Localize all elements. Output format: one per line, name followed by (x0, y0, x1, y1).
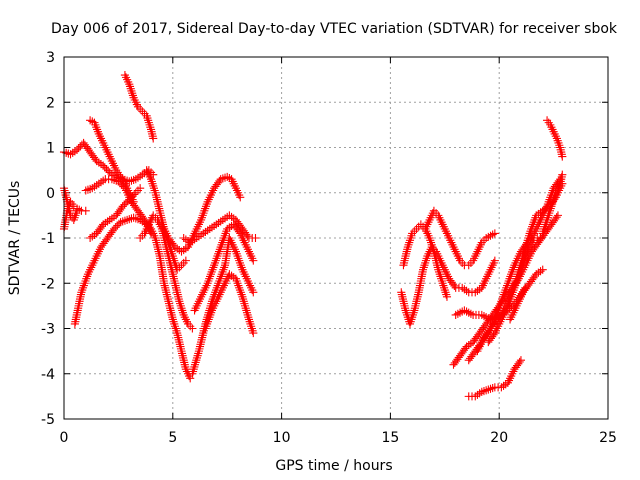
data-point (490, 229, 499, 238)
data-point (251, 233, 260, 243)
series-track-l (179, 211, 260, 247)
series-track-x (464, 356, 526, 401)
x-tick-label: 20 (490, 430, 508, 446)
data-point (118, 202, 127, 211)
series-track-f (86, 116, 138, 206)
data-point-interp (113, 221, 122, 230)
x-tick-label: 15 (381, 430, 399, 446)
series-track-r (421, 206, 499, 270)
data-point (249, 288, 258, 297)
y-axis-title: SDTVAR / TECUs (7, 181, 23, 296)
y-tick-label: 1 (46, 141, 55, 157)
data-point (490, 256, 499, 265)
data-point (516, 356, 526, 365)
data-point-interp (104, 166, 113, 175)
data-point (81, 206, 90, 215)
data-point (249, 328, 258, 338)
series-track-w (484, 233, 545, 347)
data-point (114, 177, 123, 186)
series-track-z (538, 170, 567, 238)
series-track-g (81, 175, 195, 383)
series-track-aa (543, 116, 567, 161)
data-point (553, 211, 563, 220)
data-point (181, 256, 190, 265)
data-point-interp (102, 164, 111, 174)
series-track-q (399, 220, 452, 301)
y-tick-label: -3 (41, 322, 55, 338)
y-tick-label: 0 (46, 186, 55, 202)
y-tick-label: -2 (41, 276, 55, 292)
y-tick-label: -5 (41, 412, 55, 428)
data-point (558, 152, 567, 161)
series-track-d (70, 213, 156, 329)
series-track-n (190, 220, 258, 315)
y-tick-label: 3 (46, 50, 55, 66)
data-point-interp (121, 198, 131, 207)
plot-frame (63, 56, 609, 420)
chart-title: Day 006 of 2017, Sidereal Day-to-day VTE… (51, 21, 618, 37)
series-track-p (397, 243, 499, 329)
data-point-interp (117, 180, 126, 189)
x-tick-label: 0 (60, 430, 69, 446)
data-point-interp (74, 144, 83, 153)
data-point-interp (115, 179, 125, 188)
x-tick-label: 10 (273, 430, 291, 446)
data-point (188, 324, 197, 333)
data-point (442, 292, 452, 301)
data-point (73, 206, 82, 215)
series-track-h (120, 71, 158, 143)
data-point (536, 233, 545, 243)
x-axis-title: GPS time / hours (275, 458, 392, 474)
data-points (59, 71, 567, 401)
x-tick-label: 5 (168, 430, 177, 446)
data-point (538, 265, 547, 274)
data-point (149, 134, 158, 143)
data-point-interp (111, 223, 120, 232)
data-point (99, 161, 108, 170)
data-point-interp (100, 163, 109, 172)
data-point-interp (120, 200, 129, 209)
x-tick-label: 25 (599, 430, 617, 446)
data-point (73, 145, 82, 154)
series-track-c (59, 184, 82, 224)
data-point (136, 184, 145, 193)
data-point (558, 170, 567, 179)
y-tick-label: 2 (46, 95, 55, 111)
data-point (249, 256, 258, 265)
data-point (186, 374, 195, 383)
y-tick-label: -4 (41, 367, 55, 383)
series-track-y (506, 265, 547, 324)
data-point (109, 224, 119, 233)
series-track-o (201, 270, 258, 338)
data-point (236, 193, 245, 202)
y-tick-label: -1 (41, 231, 55, 247)
